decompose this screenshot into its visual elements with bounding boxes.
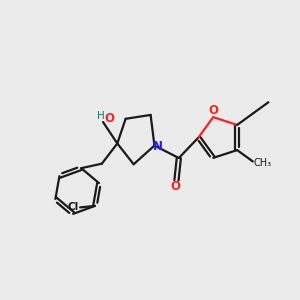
Text: O: O (105, 112, 115, 125)
Text: CH₃: CH₃ (253, 158, 272, 168)
Text: H: H (97, 110, 104, 121)
Text: Cl: Cl (68, 202, 79, 212)
Text: O: O (171, 180, 181, 194)
Text: O: O (209, 104, 219, 117)
Text: N: N (153, 140, 163, 153)
